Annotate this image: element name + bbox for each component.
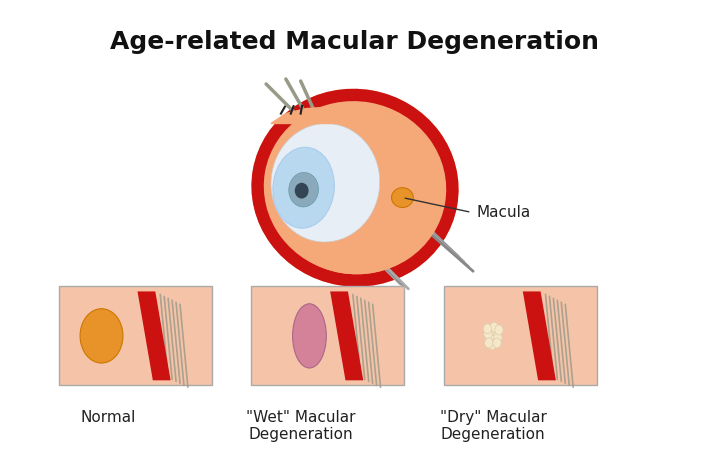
Ellipse shape — [493, 333, 502, 343]
Ellipse shape — [486, 325, 494, 335]
Ellipse shape — [459, 302, 528, 370]
Ellipse shape — [293, 304, 327, 368]
Ellipse shape — [295, 183, 309, 198]
FancyBboxPatch shape — [251, 287, 405, 385]
Ellipse shape — [251, 89, 459, 287]
Ellipse shape — [488, 331, 497, 341]
Ellipse shape — [491, 337, 499, 347]
Ellipse shape — [391, 188, 413, 207]
Ellipse shape — [484, 324, 491, 334]
Ellipse shape — [484, 338, 493, 348]
Ellipse shape — [271, 123, 380, 242]
Polygon shape — [271, 107, 395, 123]
Ellipse shape — [273, 147, 334, 228]
Text: Age-related Macular Degeneration: Age-related Macular Degeneration — [111, 30, 599, 54]
Ellipse shape — [289, 172, 319, 207]
FancyBboxPatch shape — [59, 287, 212, 385]
Text: Macula: Macula — [476, 205, 531, 220]
Ellipse shape — [490, 322, 498, 332]
Text: "Wet" Macular
Degeneration: "Wet" Macular Degeneration — [246, 410, 356, 442]
Ellipse shape — [488, 340, 496, 350]
Ellipse shape — [80, 309, 123, 363]
Text: Normal: Normal — [80, 410, 136, 425]
Ellipse shape — [264, 101, 446, 274]
Ellipse shape — [268, 111, 442, 274]
Polygon shape — [330, 292, 364, 380]
Text: "Dry" Macular
Degeneration: "Dry" Macular Degeneration — [440, 410, 547, 442]
Ellipse shape — [486, 334, 495, 344]
Ellipse shape — [251, 89, 459, 287]
Polygon shape — [523, 292, 556, 380]
FancyBboxPatch shape — [444, 287, 597, 385]
Ellipse shape — [484, 329, 492, 339]
Ellipse shape — [492, 326, 501, 336]
Polygon shape — [138, 292, 170, 380]
Ellipse shape — [493, 338, 501, 348]
Ellipse shape — [495, 325, 503, 335]
